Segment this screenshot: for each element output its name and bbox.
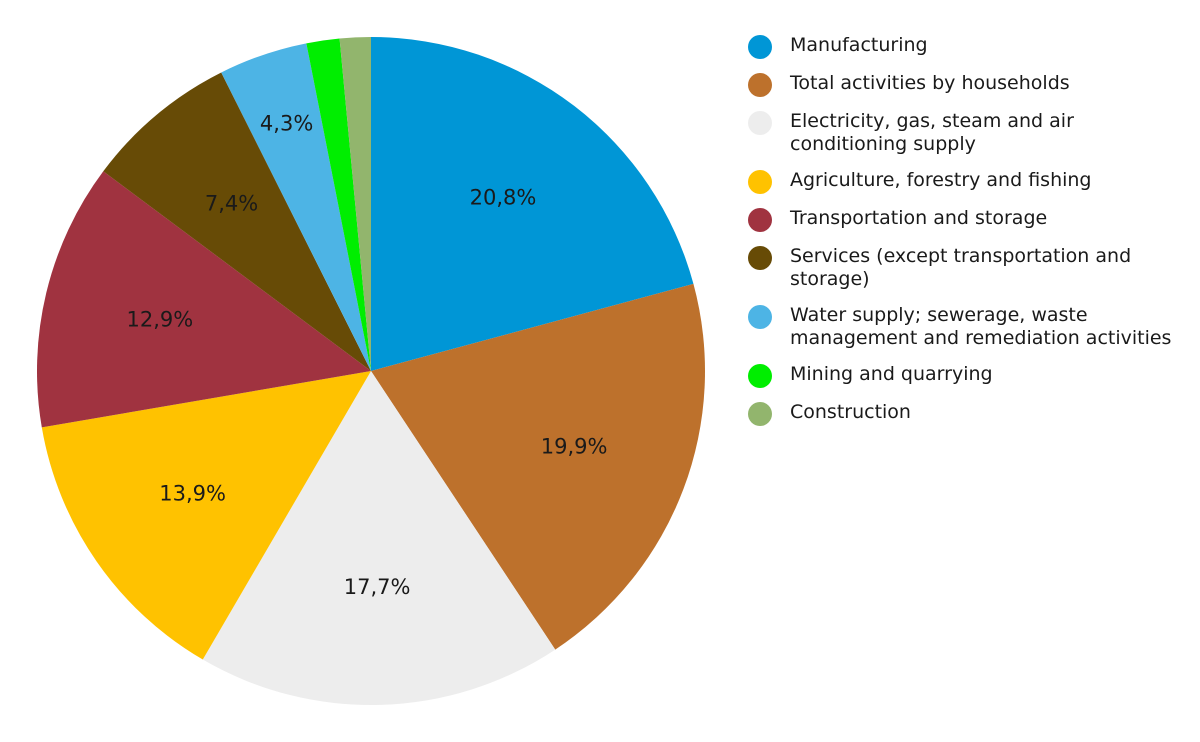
legend-item: Services (except transportation and stor… xyxy=(748,245,1188,291)
legend-swatch xyxy=(748,305,772,329)
legend-item: Electricity, gas, steam and air conditio… xyxy=(748,110,1188,156)
legend-label: Transportation and storage xyxy=(790,207,1048,229)
legend-label: Construction xyxy=(790,401,911,423)
slice-data-label: 4,3% xyxy=(260,112,313,136)
legend-swatch xyxy=(748,364,772,388)
legend-swatch xyxy=(748,73,772,97)
slice-data-label: 19,9% xyxy=(541,435,608,459)
legend-label: Electricity, gas, steam and air conditio… xyxy=(790,110,1074,155)
legend-label: Agriculture, forestry and fishing xyxy=(790,169,1092,191)
pie-slice xyxy=(371,283,705,650)
pie-slice xyxy=(306,38,371,372)
pie-slice xyxy=(371,37,694,371)
legend-label: Manufacturing xyxy=(790,34,928,56)
legend-label: Services (except transportation and stor… xyxy=(790,245,1132,290)
legend-swatch xyxy=(748,35,772,59)
legend-swatch xyxy=(748,246,772,270)
legend-item: Manufacturing xyxy=(748,34,1188,59)
pie-slice xyxy=(41,371,371,660)
legend-item: Total activities by households xyxy=(748,72,1188,97)
slice-data-label: 20,8% xyxy=(470,186,537,210)
slice-data-label: 12,9% xyxy=(127,307,194,331)
pie-chart: 20,8% 19,9% 17,7% 13,9% 12,9% 7,4% 4,3% xyxy=(37,37,705,705)
legend: Manufacturing Total activities by househo… xyxy=(748,34,1188,439)
pie-slice xyxy=(103,72,372,371)
legend-item: Mining and quarrying xyxy=(748,363,1188,388)
pie-slice xyxy=(339,37,371,371)
legend-label: Total activities by households xyxy=(790,72,1070,94)
slice-data-label: 13,9% xyxy=(159,482,226,506)
pie-slices xyxy=(37,37,705,705)
legend-label: Mining and quarrying xyxy=(790,363,993,385)
legend-swatch xyxy=(748,111,772,135)
slice-data-label: 17,7% xyxy=(344,575,411,599)
legend-swatch xyxy=(748,170,772,194)
legend-item: Agriculture, forestry and fishing xyxy=(748,169,1188,194)
legend-item: Transportation and storage xyxy=(748,207,1188,232)
legend-label: Water supply; sewerage, waste management… xyxy=(790,304,1172,349)
slice-data-label: 7,4% xyxy=(205,192,258,216)
legend-swatch xyxy=(748,208,772,232)
legend-item: Water supply; sewerage, waste management… xyxy=(748,304,1188,350)
pie-labels: 20,8% 19,9% 17,7% 13,9% 12,9% 7,4% 4,3% xyxy=(127,112,608,599)
legend-item: Construction xyxy=(748,401,1188,426)
pie-slice xyxy=(221,43,371,371)
pie-slice xyxy=(37,171,372,428)
legend-swatch xyxy=(748,402,772,426)
pie-slice xyxy=(202,371,556,705)
